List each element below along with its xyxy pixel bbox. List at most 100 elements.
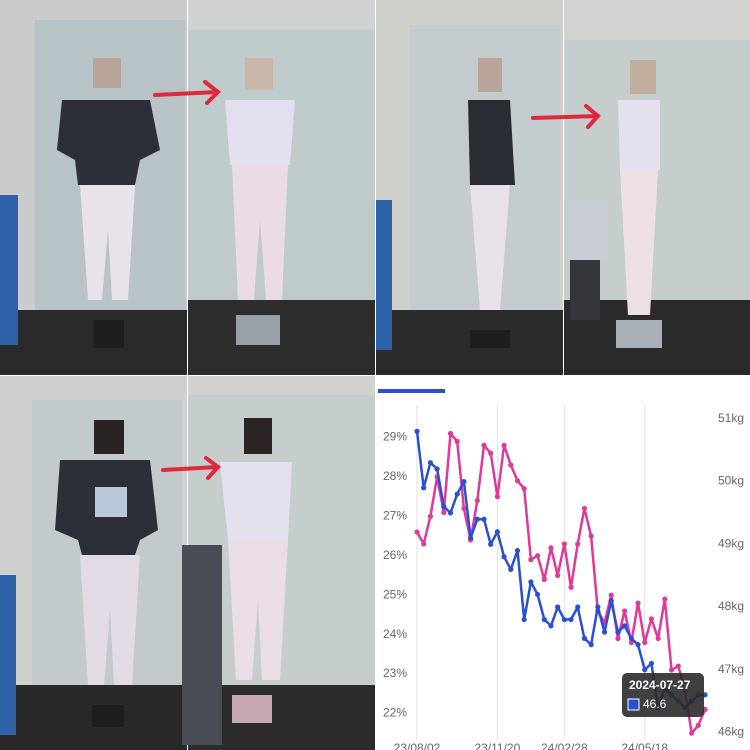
point	[695, 722, 701, 728]
tooltip-box	[622, 673, 704, 717]
photo-back-before	[0, 376, 187, 750]
point	[689, 730, 695, 736]
point	[434, 466, 440, 472]
point	[622, 608, 628, 614]
point	[648, 616, 655, 622]
point	[635, 642, 641, 648]
point	[521, 486, 527, 492]
point	[628, 635, 634, 641]
photo-side-after	[564, 0, 750, 375]
series-line	[415, 432, 707, 735]
point	[555, 604, 561, 610]
point	[561, 541, 567, 547]
point	[575, 604, 581, 610]
point	[521, 616, 527, 623]
point	[608, 592, 614, 598]
point	[481, 516, 487, 522]
arrow	[153, 80, 601, 480]
tooltip: 2024-07-27 46.6	[622, 673, 704, 717]
point	[548, 545, 554, 551]
chart: 23/08/02 23/11/20 24/02/28 24/05/18 22% 23% 24…	[383, 405, 744, 750]
point	[488, 450, 494, 456]
point	[474, 497, 480, 504]
point	[461, 505, 467, 512]
tooltip-date: 2024-07-27	[629, 678, 691, 692]
y-tick-label: 27%	[383, 508, 407, 522]
y-tick-label: 22%	[383, 706, 407, 720]
point	[427, 513, 433, 519]
point	[675, 663, 681, 669]
y2-tick-label: 48kg	[718, 599, 744, 613]
point	[662, 596, 668, 602]
y2-tick-label: 51kg	[718, 411, 744, 425]
tooltip-value: 46.6	[643, 697, 667, 711]
y2-tick-label: 47kg	[718, 662, 744, 676]
point	[622, 623, 628, 629]
point	[635, 600, 641, 606]
point	[501, 442, 507, 448]
point	[581, 505, 588, 512]
point	[474, 516, 480, 522]
point	[421, 541, 427, 547]
tab-indicator	[378, 389, 445, 393]
x-tick-label: 24/05/18	[621, 741, 668, 750]
point	[461, 478, 467, 485]
point	[528, 557, 534, 563]
y-tick-label: 29%	[383, 430, 407, 444]
point	[568, 616, 574, 623]
point	[548, 623, 554, 629]
x-tick-label: 23/08/02	[394, 741, 441, 750]
point	[588, 642, 594, 648]
point	[615, 629, 621, 635]
y-tick-label: 25%	[383, 587, 407, 601]
photo-front-before	[0, 0, 187, 375]
point	[414, 428, 420, 434]
x-tick-label: 23/11/20	[474, 741, 520, 750]
point	[514, 547, 521, 554]
point	[642, 639, 648, 646]
y2-tick-label: 50kg	[718, 474, 744, 488]
point	[454, 491, 460, 497]
y2-tick-label: 46kg	[718, 725, 744, 739]
point	[488, 541, 494, 547]
y-tick-label: 23%	[383, 666, 407, 680]
y2-tick-label: 49kg	[718, 536, 744, 550]
point	[528, 579, 534, 585]
point	[501, 554, 507, 560]
point	[441, 509, 447, 515]
y-tick-label: 26%	[383, 548, 407, 562]
point	[454, 438, 460, 444]
y-tick-label: 28%	[383, 469, 407, 483]
point	[508, 462, 514, 468]
point	[421, 485, 427, 491]
point	[615, 635, 621, 642]
point	[668, 667, 675, 673]
point	[541, 576, 547, 583]
point	[447, 510, 454, 516]
point	[414, 529, 420, 535]
point	[655, 635, 661, 642]
point	[441, 504, 447, 510]
point	[555, 572, 561, 579]
photo-front-after	[188, 0, 375, 375]
point	[481, 442, 487, 448]
point	[508, 566, 514, 572]
point	[561, 616, 567, 623]
y-tick-label: 24%	[383, 627, 407, 641]
point	[575, 541, 581, 547]
point	[648, 660, 655, 667]
point	[568, 584, 574, 590]
point	[541, 616, 547, 623]
point	[608, 598, 614, 604]
point	[514, 478, 521, 484]
point	[467, 535, 474, 541]
point	[595, 604, 601, 610]
point	[447, 430, 454, 437]
point	[601, 629, 608, 635]
photo-side-before	[376, 0, 563, 375]
photo-back-after	[182, 376, 375, 750]
point	[642, 667, 648, 673]
point	[534, 553, 541, 559]
